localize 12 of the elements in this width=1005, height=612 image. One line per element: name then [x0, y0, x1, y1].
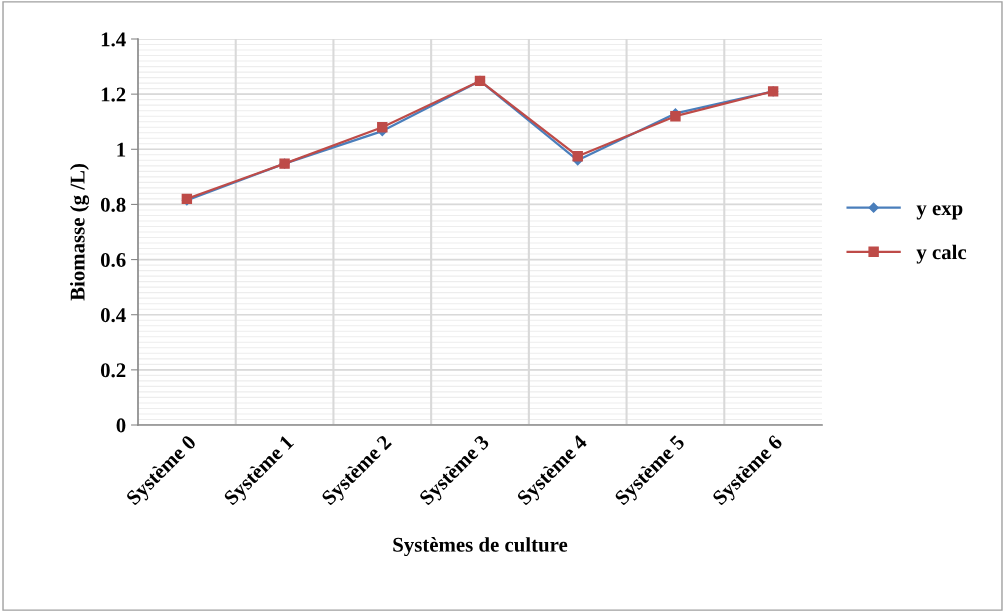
- y-tick-label: 1: [117, 142, 126, 157]
- y-tick-label: 1.2: [101, 87, 126, 102]
- y-tick-label: 0.6: [100, 252, 126, 268]
- y-axis-title: Biomasse (g /L): [69, 164, 90, 301]
- y-tick-label: 0.4: [100, 308, 126, 323]
- y-tick-label: 1.4: [101, 32, 126, 47]
- legend-label: y exp: [916, 205, 963, 220]
- y-tick-label: 0.8: [100, 197, 126, 212]
- y-tick-label: 0: [116, 418, 126, 433]
- legend-label: y calc: [916, 244, 967, 264]
- x-axis-title: Systèmes de culture: [393, 537, 568, 557]
- y-tick-label: 0.2: [100, 363, 126, 378]
